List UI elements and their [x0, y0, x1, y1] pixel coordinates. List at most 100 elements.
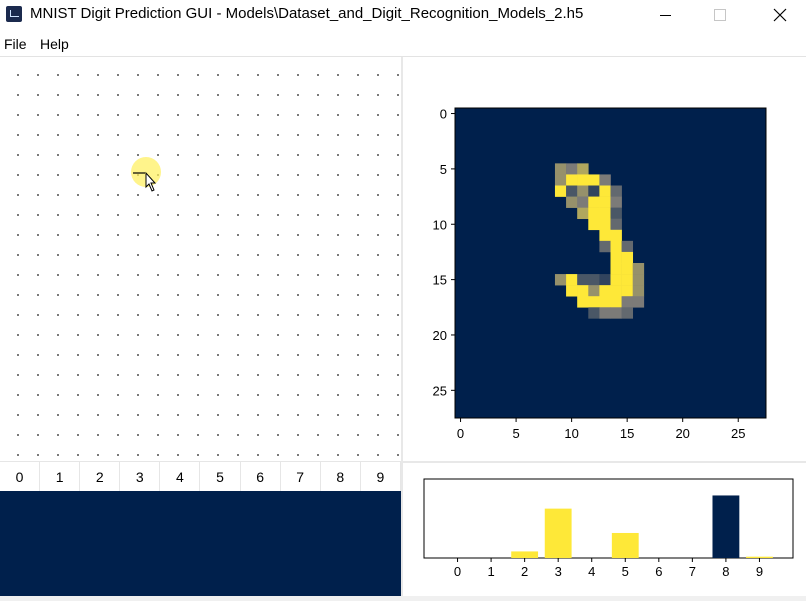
- image-pixel: [621, 240, 634, 253]
- image-frame: [454, 107, 767, 419]
- image-pixel: [566, 196, 578, 208]
- vertical-divider[interactable]: [401, 57, 403, 596]
- image-pixel: [632, 274, 645, 286]
- image-pixel: [599, 296, 611, 308]
- digit-label-5: 5: [200, 462, 241, 492]
- image-pixel: [599, 185, 611, 197]
- drawing-canvas[interactable]: [0, 57, 401, 461]
- image-pixel: [588, 285, 600, 297]
- maximize-button[interactable]: [697, 0, 743, 30]
- x-tick-label: 20: [675, 426, 689, 441]
- y-tick-label: 20: [433, 328, 447, 343]
- digit-label-0: 0: [0, 462, 41, 492]
- input-image-panel: 0 5 10 15 20 25 0 5 10 15 20 25: [403, 57, 806, 461]
- image-pixel: [588, 207, 600, 220]
- bar-tick-label: 8: [722, 564, 729, 579]
- bar-tick-label: 9: [756, 564, 763, 579]
- image-pixel: [588, 174, 600, 186]
- y-tick-label: 0: [440, 107, 447, 122]
- digit-label-4: 4: [160, 462, 201, 492]
- x-tick-label: 25: [731, 426, 745, 441]
- image-pixel: [610, 263, 622, 275]
- image-pixel: [599, 207, 611, 220]
- bar-tick-label: 0: [454, 564, 461, 579]
- image-pixel: [599, 218, 611, 231]
- probability-chart-panel: 0 1 2 3 4 5 6 7 8 9: [403, 463, 806, 596]
- bar-tick-label: 7: [689, 564, 696, 579]
- y-tick-label: 25: [433, 383, 447, 398]
- menu-bar: File Help: [0, 30, 806, 57]
- bar-tick-label: 1: [487, 564, 494, 579]
- mouse-pointer-icon: [133, 171, 157, 192]
- digit-label-7: 7: [281, 462, 321, 492]
- menu-file[interactable]: File: [4, 36, 27, 52]
- image-pixel: [599, 285, 611, 297]
- y-tick-label: 10: [433, 217, 447, 232]
- image-pixel: [577, 185, 589, 197]
- bar-5: [611, 532, 639, 558]
- image-pixel: [599, 307, 611, 319]
- digit-label-8: 8: [321, 462, 361, 492]
- image-pixel: [554, 185, 567, 197]
- image-pixel: [588, 307, 600, 319]
- x-tick-label: 15: [620, 426, 634, 441]
- minimize-icon: [659, 14, 671, 16]
- image-pixel: [577, 285, 589, 297]
- digit-label-6: 6: [241, 462, 281, 492]
- minimize-button[interactable]: [642, 0, 688, 30]
- digit-label-2: 2: [80, 462, 121, 492]
- image-pixel: [632, 263, 645, 275]
- image-pixel: [621, 296, 634, 308]
- image-pixel: [577, 163, 589, 175]
- y-tick-label: 15: [433, 273, 447, 288]
- bar-9: [746, 556, 773, 558]
- close-button[interactable]: [757, 0, 803, 30]
- window-title: MNIST Digit Prediction GUI - Models\Data…: [30, 5, 584, 22]
- image-pixel: [610, 196, 622, 208]
- image-pixel: [588, 274, 600, 286]
- bar-tick-label: 5: [622, 564, 629, 579]
- image-pixel: [588, 185, 600, 197]
- image-pixel: [621, 285, 634, 297]
- bar-tick-label: 4: [588, 564, 595, 579]
- title-bar: MNIST Digit Prediction GUI - Models\Data…: [0, 0, 806, 30]
- image-pixel: [566, 174, 578, 186]
- image-pixel: [610, 307, 622, 319]
- image-pixel: [621, 307, 634, 319]
- image-pixel: [610, 296, 622, 308]
- maximize-icon: [714, 9, 726, 21]
- image-pixel: [599, 229, 611, 242]
- image-pixel: [610, 240, 622, 253]
- image-pixel: [621, 274, 634, 286]
- x-tick-label: 10: [564, 426, 578, 441]
- image-pixel: [588, 218, 600, 231]
- image-pixel: [610, 185, 622, 197]
- image-pixel: [599, 174, 611, 186]
- prediction-output-area: [0, 491, 401, 596]
- menu-help[interactable]: Help: [40, 36, 69, 52]
- image-pixel: [610, 207, 622, 220]
- image-pixel: [566, 285, 578, 297]
- image-pixel: [632, 296, 645, 308]
- digit-label-9: 9: [361, 462, 401, 492]
- image-pixel: [610, 218, 622, 231]
- close-icon: [773, 8, 787, 22]
- bar-2: [511, 551, 539, 558]
- image-pixel: [577, 296, 589, 308]
- image-pixel: [577, 207, 589, 220]
- digit-label-3: 3: [120, 462, 161, 492]
- image-pixel: [599, 196, 611, 208]
- image-pixel: [566, 274, 578, 286]
- probability-bar-chart: 0 1 2 3 4 5 6 7 8 9: [423, 478, 794, 579]
- image-pixel: [577, 274, 589, 286]
- image-pixel: [588, 296, 600, 308]
- image-pixel: [566, 185, 578, 197]
- image-pixel: [610, 274, 622, 286]
- image-pixel: [577, 174, 589, 186]
- image-pixel: [610, 251, 622, 264]
- image-pixel: [621, 263, 634, 275]
- image-pixel: [621, 251, 634, 264]
- bar-tick-label: 3: [555, 564, 562, 579]
- input-image-plot: 0 5 10 15 20 25 0 5 10 15 20 25: [433, 107, 767, 441]
- horizontal-divider[interactable]: [403, 461, 806, 463]
